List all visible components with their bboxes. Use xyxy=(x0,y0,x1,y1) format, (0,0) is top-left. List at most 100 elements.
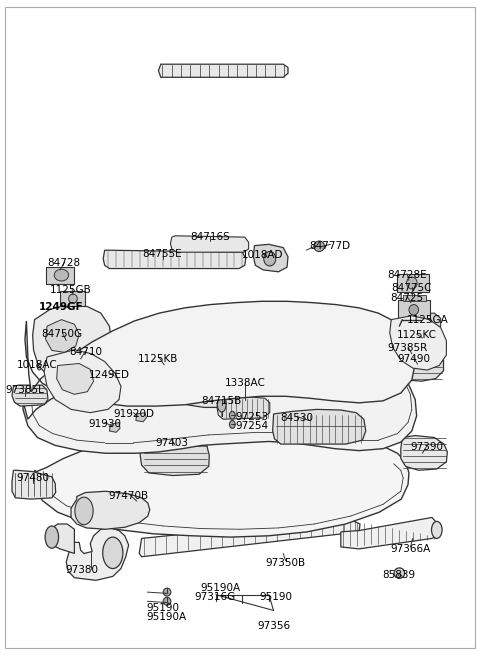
Text: 97356: 97356 xyxy=(257,620,290,631)
Polygon shape xyxy=(48,524,74,553)
Text: 97385L: 97385L xyxy=(6,384,44,395)
Polygon shape xyxy=(35,432,409,537)
Text: 97385R: 97385R xyxy=(388,343,428,354)
Polygon shape xyxy=(217,396,270,419)
Text: 95190A: 95190A xyxy=(201,583,241,593)
Polygon shape xyxy=(71,491,150,529)
Text: 95190A: 95190A xyxy=(146,612,187,622)
Polygon shape xyxy=(103,250,246,269)
Text: 1125GA: 1125GA xyxy=(407,314,448,325)
Ellipse shape xyxy=(110,370,115,379)
Ellipse shape xyxy=(161,358,168,369)
Polygon shape xyxy=(170,346,260,407)
Polygon shape xyxy=(57,364,94,394)
Text: 84715B: 84715B xyxy=(202,396,242,406)
Bar xyxy=(403,295,426,301)
Ellipse shape xyxy=(163,597,171,605)
Ellipse shape xyxy=(37,361,42,370)
Text: 84750G: 84750G xyxy=(41,329,82,339)
Text: 91920D: 91920D xyxy=(113,409,154,419)
Text: 1249ED: 1249ED xyxy=(89,369,130,380)
Polygon shape xyxy=(54,350,109,409)
Text: 97254: 97254 xyxy=(235,421,268,431)
Bar xyxy=(60,291,85,306)
Ellipse shape xyxy=(75,497,93,525)
Text: 95190: 95190 xyxy=(146,603,180,613)
Ellipse shape xyxy=(229,421,235,428)
Polygon shape xyxy=(139,517,360,557)
Ellipse shape xyxy=(407,277,417,289)
Ellipse shape xyxy=(45,526,59,548)
Polygon shape xyxy=(23,346,417,453)
Text: 97366A: 97366A xyxy=(390,544,431,554)
Text: 91930: 91930 xyxy=(88,419,121,430)
Ellipse shape xyxy=(69,294,77,303)
Ellipse shape xyxy=(163,588,171,596)
Text: 84530: 84530 xyxy=(280,413,313,423)
Polygon shape xyxy=(66,364,94,392)
Polygon shape xyxy=(66,528,129,580)
Text: 84755E: 84755E xyxy=(143,249,182,259)
Polygon shape xyxy=(158,64,288,77)
Ellipse shape xyxy=(181,360,214,398)
Text: 84728: 84728 xyxy=(47,258,80,269)
Ellipse shape xyxy=(314,241,324,252)
Text: 1018AD: 1018AD xyxy=(242,250,284,261)
Ellipse shape xyxy=(69,305,73,313)
Ellipse shape xyxy=(409,305,419,315)
Polygon shape xyxy=(25,301,415,406)
Ellipse shape xyxy=(103,537,123,569)
Ellipse shape xyxy=(54,269,69,281)
Text: 97350B: 97350B xyxy=(265,558,306,569)
Text: 97470B: 97470B xyxy=(108,491,149,502)
Polygon shape xyxy=(33,305,111,379)
Ellipse shape xyxy=(186,365,209,392)
Text: 1125GB: 1125GB xyxy=(50,284,92,295)
Text: 97390: 97390 xyxy=(411,441,444,452)
Polygon shape xyxy=(109,422,120,432)
Polygon shape xyxy=(253,244,288,272)
Ellipse shape xyxy=(432,521,442,538)
Text: 1338AC: 1338AC xyxy=(224,378,265,388)
Polygon shape xyxy=(170,236,249,252)
Text: 97380: 97380 xyxy=(65,565,98,575)
Text: 1018AC: 1018AC xyxy=(17,360,58,371)
Text: 84725: 84725 xyxy=(390,293,424,303)
Polygon shape xyxy=(397,350,444,381)
Polygon shape xyxy=(46,320,79,352)
Polygon shape xyxy=(273,409,366,444)
Text: 84716S: 84716S xyxy=(191,232,230,242)
Polygon shape xyxy=(390,316,446,370)
Text: 95190: 95190 xyxy=(259,592,292,603)
Ellipse shape xyxy=(217,398,226,412)
Text: 85839: 85839 xyxy=(382,570,415,580)
Ellipse shape xyxy=(225,366,246,391)
Ellipse shape xyxy=(417,318,426,329)
Polygon shape xyxy=(12,385,48,406)
Polygon shape xyxy=(341,517,438,549)
Text: 84728E: 84728E xyxy=(387,270,427,280)
Text: 97480: 97480 xyxy=(16,473,49,483)
Text: 1125KB: 1125KB xyxy=(138,354,179,364)
Polygon shape xyxy=(145,438,205,441)
Text: 84775C: 84775C xyxy=(392,283,432,293)
Polygon shape xyxy=(140,438,209,476)
Text: 97403: 97403 xyxy=(156,438,188,448)
Polygon shape xyxy=(44,350,121,413)
Ellipse shape xyxy=(394,568,405,578)
Polygon shape xyxy=(408,313,441,333)
Ellipse shape xyxy=(229,411,235,419)
Polygon shape xyxy=(401,436,447,470)
Ellipse shape xyxy=(220,360,250,396)
Bar xyxy=(397,274,429,292)
Text: 97253: 97253 xyxy=(235,411,268,422)
Polygon shape xyxy=(136,413,146,422)
Text: 97316G: 97316G xyxy=(194,592,236,603)
Text: 1125KC: 1125KC xyxy=(396,330,437,341)
Ellipse shape xyxy=(264,252,276,266)
Text: 84710: 84710 xyxy=(69,347,102,358)
Text: 97490: 97490 xyxy=(397,354,430,364)
Text: 1249GF: 1249GF xyxy=(39,301,84,312)
Polygon shape xyxy=(12,470,56,499)
Bar xyxy=(46,267,74,284)
